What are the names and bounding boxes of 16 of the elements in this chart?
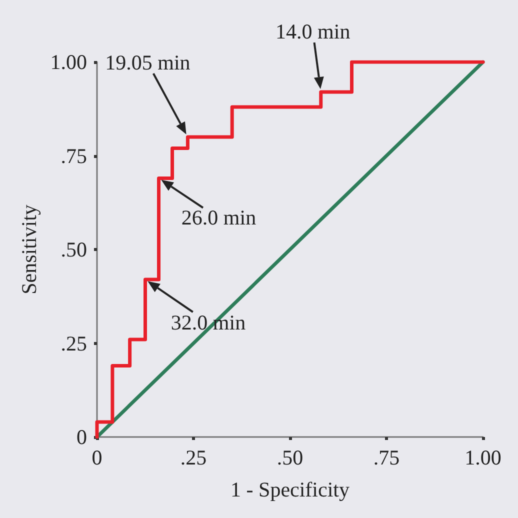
annotation: 26.0 min [181, 206, 256, 231]
annotation: 19.05 min [105, 50, 190, 76]
y-axis-title: Sensitivity [16, 204, 41, 294]
y-tick-label: .25 [60, 331, 87, 356]
x-tick-label: 1.00 [464, 446, 502, 470]
annotation: 14.0 min [276, 20, 350, 44]
annotation: 32.0 min [170, 310, 246, 335]
y-tick-label: 1.00 [50, 50, 87, 74]
y-tick-label: .75 [60, 144, 87, 168]
x-tick-label: .25 [180, 446, 207, 470]
y-tick-label: .50 [60, 238, 87, 262]
y-tick-label: 0 [76, 425, 87, 449]
x-axis-title: 1 - Specificity [230, 478, 350, 502]
x-tick-label: .75 [373, 446, 400, 470]
x-tick-label: 0 [92, 446, 102, 470]
x-tick-label: .50 [276, 446, 304, 470]
